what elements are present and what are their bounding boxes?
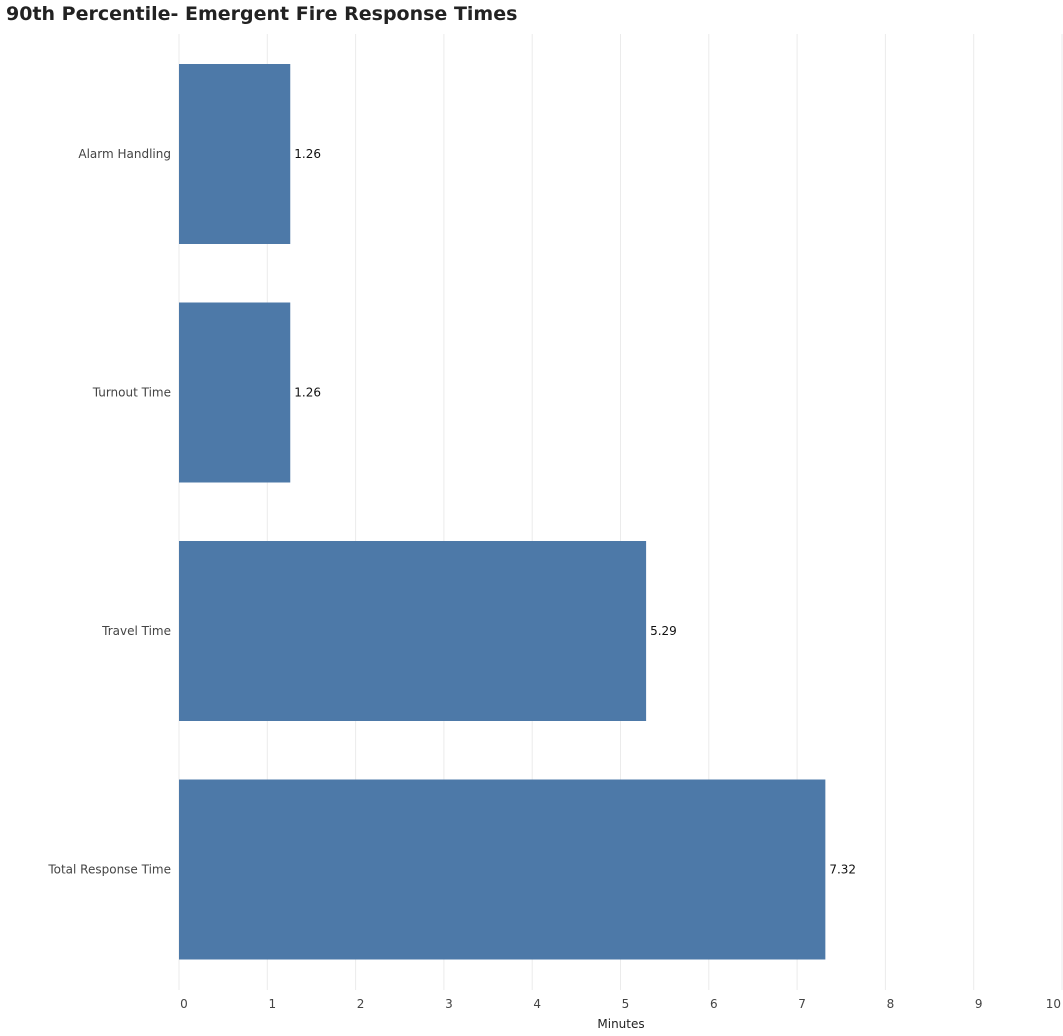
category-label: Alarm Handling — [78, 147, 171, 161]
category-labels: Alarm Handling Turnout Time Travel Time Tot… — [47, 147, 171, 877]
x-tick-label: 6 — [710, 997, 718, 1011]
x-tick-label: 3 — [445, 997, 453, 1011]
data-label: 5.29 — [650, 624, 677, 638]
bar — [179, 302, 291, 483]
x-tick-label: 9 — [975, 997, 983, 1011]
x-tick-label: 4 — [533, 997, 541, 1011]
chart-title: 90th Percentile- Emergent Fire Response … — [6, 3, 517, 25]
data-labels: 1.26 1.26 5.29 7.32 — [294, 147, 856, 877]
x-tick-label: 10 — [1046, 997, 1061, 1011]
x-tick-label: 7 — [798, 997, 806, 1011]
data-label: 1.26 — [294, 386, 321, 400]
bars — [179, 64, 826, 960]
x-tick-label: 2 — [357, 997, 365, 1011]
bar — [179, 779, 826, 960]
bar — [179, 64, 291, 244]
category-label: Turnout Time — [92, 386, 171, 400]
x-tick-label: 8 — [887, 997, 895, 1011]
x-tick-label: 0 — [180, 997, 188, 1011]
data-label: 7.32 — [829, 863, 856, 877]
x-tick-label: 5 — [622, 997, 630, 1011]
x-tick-label: 1 — [268, 997, 276, 1011]
x-axis-title: Minutes — [597, 1017, 644, 1031]
bar — [179, 541, 647, 721]
category-label: Total Response Time — [47, 863, 171, 877]
data-label: 1.26 — [294, 147, 321, 161]
category-label: Travel Time — [101, 624, 171, 638]
x-tick-labels: 0 1 2 3 4 5 6 7 8 9 10 — [180, 997, 1061, 1011]
